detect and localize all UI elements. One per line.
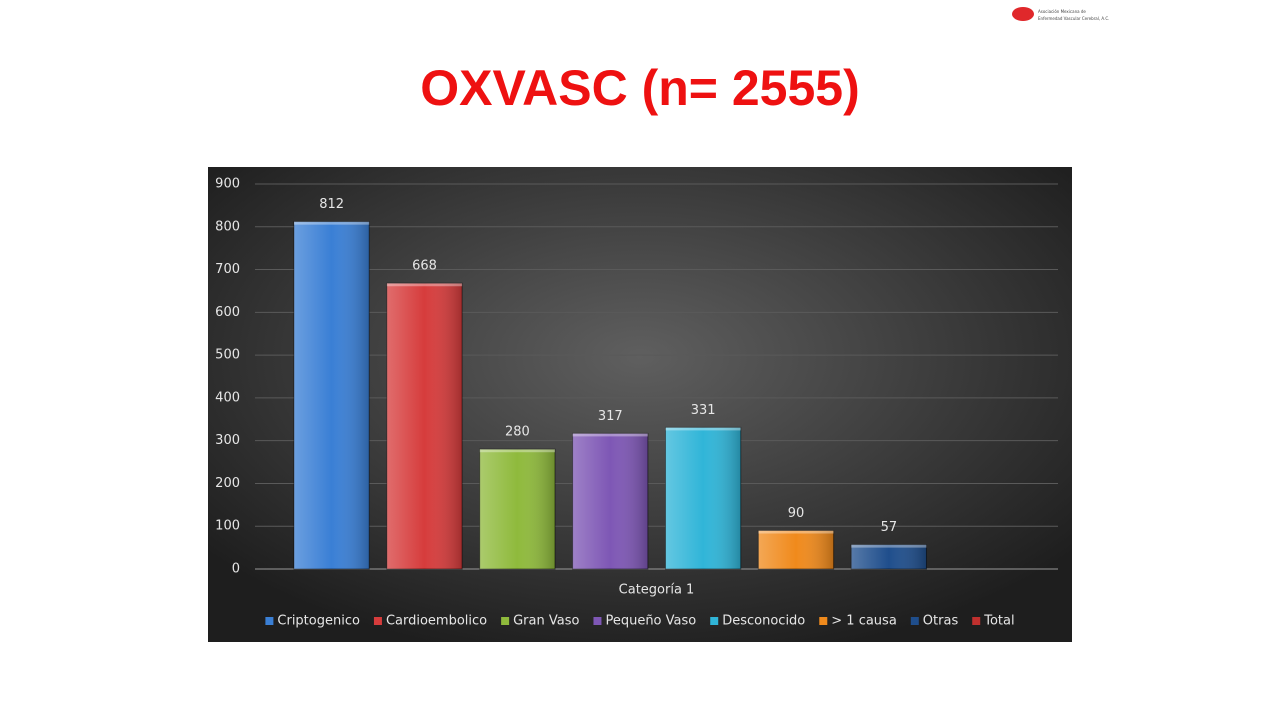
bar-shine [479, 449, 555, 569]
y-tick-label: 100 [215, 519, 240, 534]
legend-label: Criptogenico [277, 614, 360, 629]
legend-label: Cardioembolico [386, 614, 487, 629]
bar-cap [572, 433, 648, 437]
data-label: 331 [691, 403, 716, 418]
y-tick-label: 0 [232, 562, 240, 577]
y-tick-label: 800 [215, 219, 240, 234]
bar-cap [758, 530, 834, 534]
bar-cap [851, 544, 927, 548]
legend-label: Total [983, 614, 1014, 629]
bar-shine [386, 283, 463, 569]
bar-shine [851, 544, 927, 569]
y-tick-label: 700 [215, 262, 240, 277]
legend-swatch [265, 617, 274, 625]
legend-label: Pequeño Vaso [605, 614, 696, 629]
legend-swatch [910, 617, 919, 625]
logo-text: Asociación Mexicana de [1038, 9, 1086, 14]
y-tick-label: 300 [215, 433, 240, 448]
legend-label: Desconocido [722, 614, 805, 629]
legend-swatch [501, 617, 510, 625]
data-label: 812 [319, 197, 344, 212]
data-label: 90 [788, 506, 805, 521]
y-tick-label: 200 [215, 476, 240, 491]
legend-swatch [819, 617, 828, 625]
legend-swatch [972, 617, 981, 625]
data-label: 57 [881, 520, 898, 535]
bar-shine [572, 433, 648, 569]
bar-cap [294, 221, 370, 225]
legend-swatch [710, 617, 719, 625]
bar-shine [758, 530, 834, 569]
y-tick-label: 600 [215, 305, 240, 320]
y-tick-label: 900 [215, 177, 240, 192]
legend-swatch [593, 617, 602, 625]
legend-label: Gran Vaso [513, 614, 579, 629]
bar-shine [665, 427, 741, 569]
legend-label: Otras [923, 614, 959, 629]
legend-swatch [373, 617, 382, 625]
chart-title: OXVASC (n= 2555) [420, 60, 860, 116]
bar-cap [665, 427, 741, 431]
x-tick-label: Categoría 1 [619, 583, 695, 598]
bar-cap [386, 283, 463, 287]
y-tick-label: 500 [215, 348, 240, 363]
logo-text: Enfermedad Vascular Cerebral, A.C. [1038, 16, 1109, 21]
legend-label: > 1 causa [831, 614, 897, 629]
data-label: 280 [505, 425, 530, 440]
data-label: 668 [412, 259, 437, 274]
bar-shine [294, 221, 370, 569]
logo-mark [1012, 7, 1034, 21]
data-label: 317 [598, 409, 623, 424]
bar-cap [479, 449, 555, 453]
y-tick-label: 400 [215, 390, 240, 405]
